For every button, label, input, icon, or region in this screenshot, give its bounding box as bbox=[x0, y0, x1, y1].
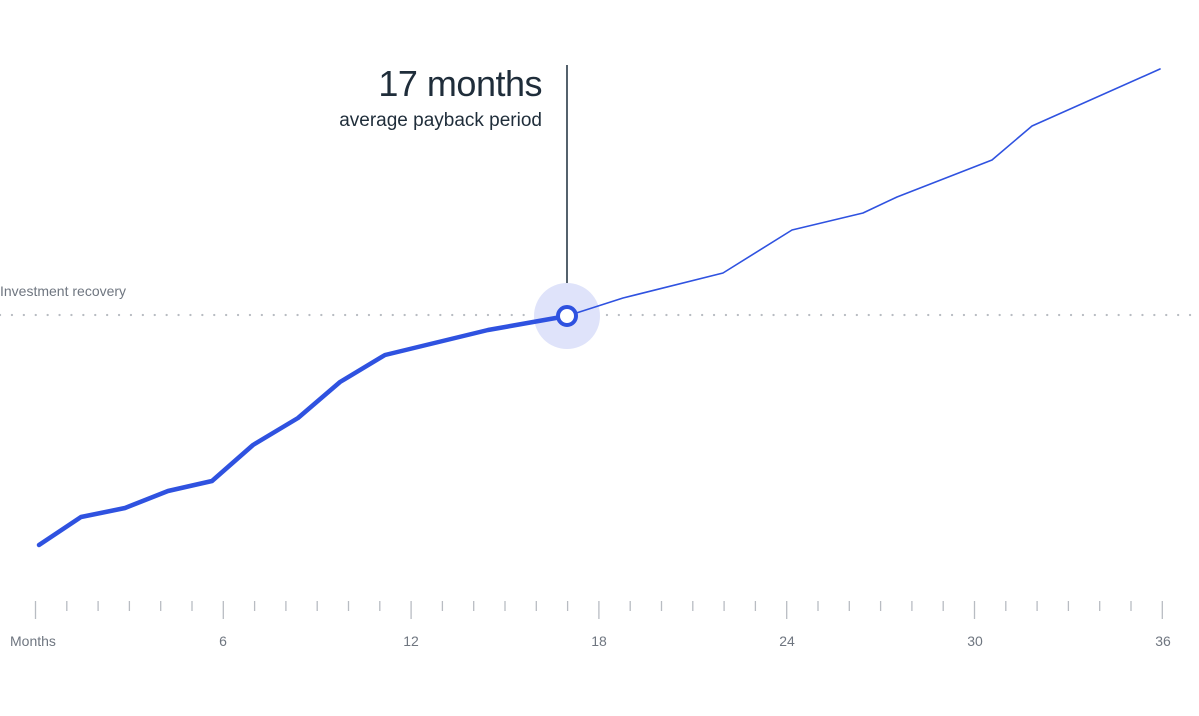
x-axis-ticks bbox=[34, 601, 1163, 619]
data-line-after-payback bbox=[566, 68, 1161, 317]
payback-caption: average payback period bbox=[339, 110, 542, 131]
payback-marker[interactable] bbox=[556, 305, 578, 327]
x-tick-label-18: 18 bbox=[591, 633, 607, 649]
x-tick-label-36: 36 bbox=[1155, 633, 1171, 649]
x-axis-title: Months bbox=[10, 633, 56, 649]
data-line-before-payback bbox=[36, 313, 570, 548]
x-tick-label-6: 6 bbox=[219, 633, 227, 649]
x-tick-label-12: 12 bbox=[403, 633, 419, 649]
x-tick-label-24: 24 bbox=[779, 633, 795, 649]
investment-recovery-label: Investment recovery bbox=[0, 283, 127, 299]
x-tick-label-30: 30 bbox=[967, 633, 983, 649]
payback-value: 17 months bbox=[378, 63, 542, 104]
payback-annotation: 17 months average payback period bbox=[339, 62, 542, 134]
